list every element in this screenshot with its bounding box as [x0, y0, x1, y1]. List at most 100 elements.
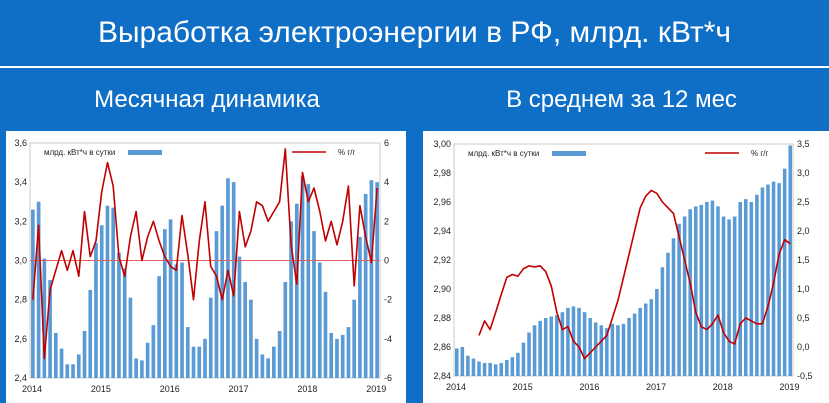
bar [289, 221, 293, 378]
bar [543, 318, 548, 376]
bar [94, 242, 98, 378]
left-axis-tick-label: 2,94 [433, 226, 451, 236]
bar [693, 206, 698, 376]
subtitle-monthly: Месячная динамика [94, 86, 320, 113]
bar [471, 358, 476, 376]
bar [243, 282, 247, 378]
bar [249, 299, 253, 378]
bar [111, 207, 116, 378]
x-axis-tick-label: 2014 [22, 384, 42, 394]
bar [226, 178, 230, 378]
bar [610, 323, 615, 376]
bar [710, 200, 715, 376]
bar [65, 364, 70, 378]
bar [555, 315, 559, 376]
right-axis-tick-label: 2 [384, 216, 389, 226]
bar [237, 256, 242, 378]
x-axis-tick-label: 2016 [160, 384, 180, 394]
bar [277, 331, 282, 378]
bar [593, 322, 598, 376]
bar [616, 325, 620, 376]
page-title: Выработка электроэнергии в РФ, млрд. кВт… [97, 16, 732, 49]
bar [134, 358, 138, 378]
bar [649, 299, 654, 376]
legend-bar-label: млрд. кВт*ч в сутки [44, 148, 115, 157]
bar [231, 182, 236, 378]
line-series [478, 189, 791, 360]
bar [499, 362, 504, 376]
bar [699, 204, 704, 376]
bar [191, 346, 196, 378]
bar [208, 297, 213, 378]
right-axis-tick-label: 3,5 [797, 139, 810, 149]
bar [329, 332, 334, 378]
bar [666, 252, 670, 376]
bar [549, 316, 554, 376]
bar [655, 289, 659, 376]
bar [671, 238, 676, 376]
bar [621, 323, 626, 376]
bar [488, 362, 492, 376]
x-axis-tick-label: 2019 [366, 384, 386, 394]
x-axis-tick-label: 2018 [297, 384, 317, 394]
bar [599, 325, 604, 376]
bar [260, 354, 265, 378]
title-divider [0, 66, 829, 68]
bar [566, 307, 570, 376]
bar [727, 219, 731, 376]
left-axis-tick-label: 2,90 [433, 284, 451, 294]
bar [788, 145, 792, 376]
x-axis-tick-label: 2016 [579, 382, 599, 392]
bar [638, 307, 642, 376]
x-axis-tick-label: 2018 [713, 382, 733, 392]
bar [180, 262, 184, 378]
x-axis-tick-label: 2014 [446, 382, 466, 392]
bar [532, 325, 537, 376]
left-axis-tick-label: 2,98 [433, 168, 451, 178]
bar [455, 348, 459, 376]
bar [716, 206, 720, 376]
bar [42, 258, 47, 378]
average-12m-chart: 2,84 2,86 2,88 2,90 2,92 2,94 2,96 2,98 3,00 -0,5… [433, 139, 812, 392]
bar [460, 347, 465, 376]
right-axis-tick-label: 0,0 [797, 342, 810, 352]
bar [220, 205, 225, 378]
bar [705, 202, 709, 376]
bar [510, 357, 515, 376]
bar [358, 237, 362, 378]
bar [168, 219, 173, 378]
bar [505, 360, 509, 376]
bar [59, 348, 64, 378]
bar [214, 231, 219, 378]
bar [346, 327, 351, 378]
bar [521, 342, 526, 376]
bar [145, 342, 150, 378]
right-axis-tick-label: 1,5 [797, 255, 810, 265]
bar [36, 201, 41, 378]
bar [749, 202, 754, 376]
bar [48, 280, 52, 378]
bar [538, 320, 542, 376]
bar [197, 346, 202, 378]
bar [82, 331, 87, 378]
monthly-chart-panel: 2,4 2,6 2,8 3,0 3,2 3,4 3,6 -6 -4 -2 0 2 4 6 2014 2015 2… [6, 131, 406, 403]
bar [105, 205, 110, 378]
bar [588, 318, 592, 376]
bar [482, 362, 487, 376]
bar [493, 364, 498, 376]
bar [266, 358, 270, 378]
bar [340, 334, 345, 378]
bar [254, 338, 259, 378]
bar [185, 327, 190, 378]
bar [117, 252, 121, 378]
bar [760, 187, 765, 376]
bar [375, 182, 379, 378]
bar [122, 268, 127, 378]
right-axis-tick-label: 3,0 [797, 168, 810, 178]
right-axis-tick-label: 1,0 [797, 284, 810, 294]
x-axis-tick-label: 2017 [229, 384, 249, 394]
right-axis-tick-label: -6 [384, 373, 392, 383]
bar [632, 313, 637, 376]
bar [677, 223, 681, 376]
bar [76, 354, 81, 378]
